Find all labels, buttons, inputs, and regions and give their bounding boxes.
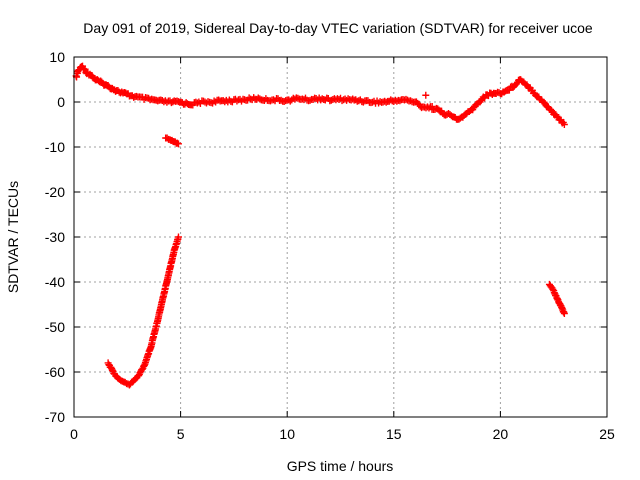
data-point: [355, 97, 363, 105]
y-tick-label: -50: [45, 319, 65, 335]
data-point: [108, 366, 116, 374]
data-point: [174, 233, 182, 241]
y-tick-label: -30: [45, 229, 65, 245]
x-tick-label: 20: [493, 426, 509, 442]
plot-frame: [73, 56, 608, 418]
y-tick-label: -60: [45, 364, 65, 380]
data-point: [422, 91, 430, 99]
data-point: [280, 98, 288, 106]
data-point: [560, 310, 568, 317]
data-point: [138, 365, 146, 373]
data-point: [306, 96, 314, 104]
data-point: [288, 96, 296, 104]
data-point: [81, 65, 89, 73]
data-point: [512, 80, 520, 88]
data-point: [145, 94, 153, 102]
data-point: [359, 98, 367, 106]
x-tick-label: 25: [599, 426, 615, 442]
data-point: [437, 107, 445, 115]
data-point: [560, 121, 568, 128]
data-point: [428, 103, 436, 110]
x-axis-label: GPS time / hours: [287, 458, 394, 474]
y-tick-label: 0: [57, 94, 65, 110]
data-point: [256, 95, 264, 103]
data-point: [294, 94, 302, 102]
data-point: [368, 98, 376, 106]
y-tick-label: -10: [45, 139, 65, 155]
data-point: [505, 86, 513, 94]
x-tick-label: 15: [386, 426, 402, 442]
data-point: [549, 285, 557, 293]
y-tick-label: -70: [45, 409, 65, 425]
data-point: [349, 95, 357, 103]
data-point: [407, 97, 415, 105]
y-tick-label: -40: [45, 274, 65, 290]
x-tick-label: 0: [70, 426, 78, 442]
data-point: [382, 98, 390, 106]
grid: [74, 57, 607, 417]
data-point: [548, 107, 556, 115]
data-point: [174, 140, 182, 148]
data-point: [396, 97, 404, 105]
chart-title: Day 091 of 2019, Sidereal Day-to-day VTE…: [83, 20, 593, 36]
y-tick-label: -20: [45, 184, 65, 200]
y-axis-label: SDTVAR / TECUs: [5, 181, 21, 293]
data-point: [269, 96, 277, 104]
data-point: [210, 97, 218, 105]
data-points: [72, 62, 568, 389]
data-point: [195, 98, 203, 106]
x-tick-label: 5: [177, 426, 185, 442]
y-tick-label: 10: [49, 49, 65, 65]
x-tick-label: 10: [279, 426, 295, 442]
